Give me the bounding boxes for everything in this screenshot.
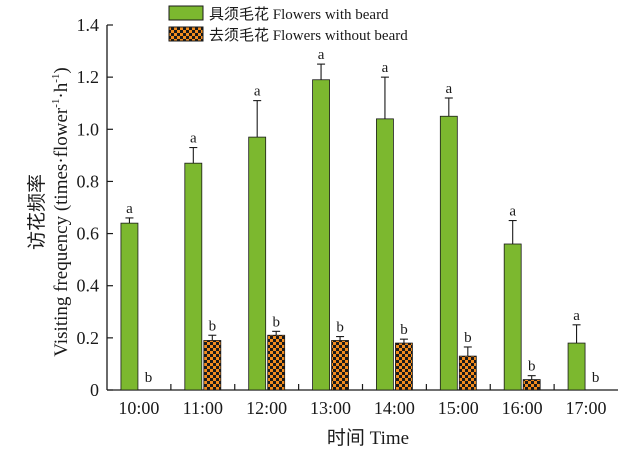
significance-label: b [464,330,472,346]
bar-with-beard [312,79,330,391]
legend-swatch-without-beard [168,26,204,42]
significance-label: b [528,359,536,375]
significance-label: b [145,370,153,386]
significance-label: b [592,370,600,386]
bar-with-beard [376,118,394,391]
legend-label-with-beard: 具须毛花 Flowers with beard [209,6,389,23]
bar-without-beard [522,379,541,391]
x-tick-label: 17:00 [566,398,607,418]
significance-label: a [382,60,389,76]
x-tick-label: 10:00 [118,398,159,418]
y-axis-title-en: Visiting frequency (times·flower-1·h-1) [50,67,72,356]
chart-legend: 具须毛花 Flowers with beard 去须毛花 Flowers wit… [168,5,408,44]
x-tick-label: 13:00 [310,398,351,418]
y-tick-label: 0.8 [77,171,100,191]
significance-label: a [126,201,133,217]
y-tick-label: 0.6 [77,224,100,244]
bar-without-beard [395,342,413,391]
significance-label: b [272,314,280,330]
significance-label: a [445,81,452,97]
bar-with-beard [567,342,586,391]
bar-without-beard [458,355,477,391]
y-axis-title-cn: 访花频率 [26,174,48,250]
y-axis-title: 访花频率 Visiting frequency (times·flower-1·… [26,67,72,356]
bar-with-beard [248,136,267,391]
y-tick-label: 0 [90,380,99,400]
significance-label: b [209,318,217,334]
bar-without-beard [203,340,222,391]
x-tick-label: 15:00 [438,398,479,418]
significance-label: b [336,320,344,336]
bar-with-beard [184,162,203,391]
x-tick-label: 12:00 [246,398,287,418]
y-tick-label: 0.4 [77,276,100,296]
bar-without-beard [331,340,349,391]
significance-label: a [254,84,261,100]
significance-label: a [190,131,197,147]
bar-with-beard [120,222,139,391]
x-tick-label: 11:00 [183,398,223,418]
y-tick-label: 1.0 [77,119,100,139]
significance-label: a [573,308,580,324]
plot-area: 0 0.2 0.4 0.6 0.8 1.0 1.2 1.4 10:00 11:00 12:00 13:… [77,15,618,418]
y-tick-label: 1.4 [77,15,100,35]
significance-label: b [400,322,408,338]
legend-label-without-beard: 去须毛花 Flowers without beard [209,27,408,44]
bar-without-beard [267,334,286,391]
significance-label: a [318,47,325,63]
x-tick-label: 14:00 [374,398,415,418]
legend-swatch-with-beard [168,5,204,21]
bar-with-beard [439,115,458,391]
bar-with-beard [503,243,522,391]
y-tick-label: 1.2 [77,67,100,87]
x-axis-title: 时间 Time [327,427,409,449]
x-tick-label: 16:00 [502,398,543,418]
y-tick-label: 0.2 [77,328,100,348]
significance-label: a [509,204,516,220]
